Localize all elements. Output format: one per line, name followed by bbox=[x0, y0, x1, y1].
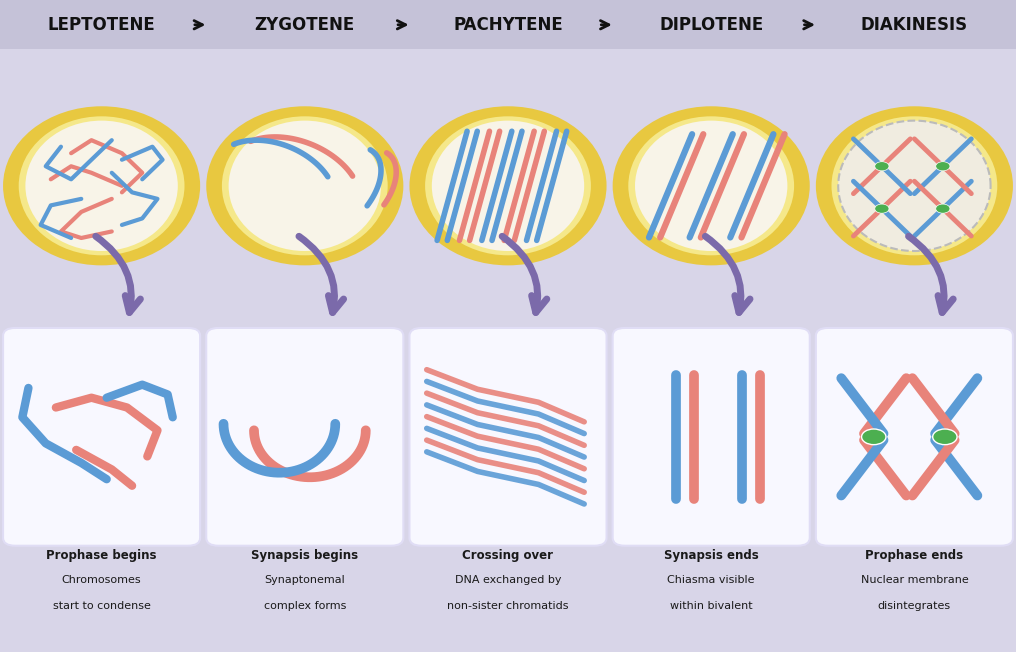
Ellipse shape bbox=[206, 106, 403, 265]
Ellipse shape bbox=[613, 106, 810, 265]
Ellipse shape bbox=[229, 121, 381, 251]
FancyBboxPatch shape bbox=[206, 328, 403, 546]
Ellipse shape bbox=[425, 116, 591, 256]
FancyBboxPatch shape bbox=[409, 328, 607, 546]
Ellipse shape bbox=[221, 116, 388, 256]
FancyBboxPatch shape bbox=[0, 0, 1016, 49]
Text: disintegrates: disintegrates bbox=[878, 601, 951, 611]
Text: start to condense: start to condense bbox=[53, 601, 150, 611]
Circle shape bbox=[875, 162, 889, 171]
Circle shape bbox=[936, 162, 950, 171]
FancyBboxPatch shape bbox=[613, 328, 810, 546]
Text: Synaptonemal: Synaptonemal bbox=[264, 575, 345, 585]
Text: DIPLOTENE: DIPLOTENE bbox=[659, 16, 763, 34]
Ellipse shape bbox=[432, 121, 584, 251]
Text: Chromosomes: Chromosomes bbox=[62, 575, 141, 585]
Text: Synapsis ends: Synapsis ends bbox=[663, 549, 759, 562]
Circle shape bbox=[875, 204, 889, 213]
Text: Chiasma visible: Chiasma visible bbox=[668, 575, 755, 585]
Text: DNA exchanged by: DNA exchanged by bbox=[455, 575, 561, 585]
Ellipse shape bbox=[816, 106, 1013, 265]
Text: Synapsis begins: Synapsis begins bbox=[251, 549, 359, 562]
Ellipse shape bbox=[409, 106, 607, 265]
Circle shape bbox=[933, 429, 957, 445]
Circle shape bbox=[936, 204, 950, 213]
Ellipse shape bbox=[838, 121, 991, 251]
Ellipse shape bbox=[635, 121, 787, 251]
Text: Prophase begins: Prophase begins bbox=[47, 549, 156, 562]
Ellipse shape bbox=[628, 116, 795, 256]
Text: non-sister chromatids: non-sister chromatids bbox=[447, 601, 569, 611]
Text: Crossing over: Crossing over bbox=[462, 549, 554, 562]
Text: Nuclear membrane: Nuclear membrane bbox=[861, 575, 968, 585]
Ellipse shape bbox=[25, 121, 178, 251]
Ellipse shape bbox=[831, 116, 998, 256]
Text: complex forms: complex forms bbox=[263, 601, 346, 611]
Text: ZYGOTENE: ZYGOTENE bbox=[255, 16, 355, 34]
Text: PACHYTENE: PACHYTENE bbox=[453, 16, 563, 34]
Text: LEPTOTENE: LEPTOTENE bbox=[48, 16, 155, 34]
Circle shape bbox=[862, 429, 886, 445]
Text: Prophase ends: Prophase ends bbox=[866, 549, 963, 562]
Ellipse shape bbox=[18, 116, 185, 256]
Text: within bivalent: within bivalent bbox=[670, 601, 753, 611]
Text: DIAKINESIS: DIAKINESIS bbox=[861, 16, 968, 34]
FancyBboxPatch shape bbox=[3, 328, 200, 546]
Ellipse shape bbox=[3, 106, 200, 265]
FancyBboxPatch shape bbox=[816, 328, 1013, 546]
